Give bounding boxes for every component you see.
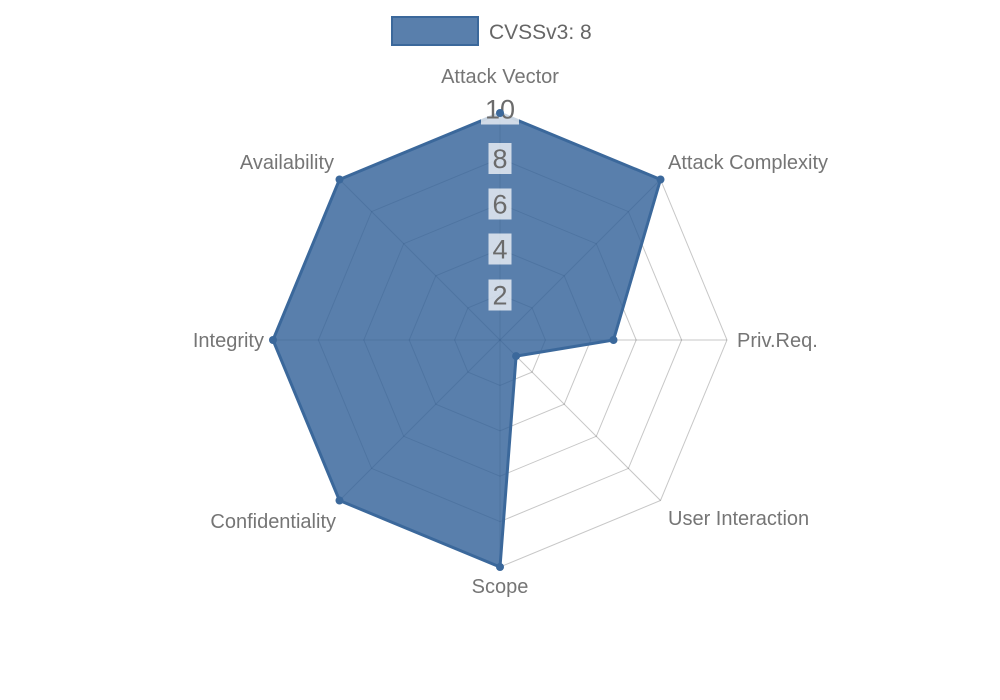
tick-label-2: 2 bbox=[492, 281, 507, 311]
axis-label-integrity: Integrity bbox=[193, 330, 264, 352]
tick-label-4: 4 bbox=[492, 235, 507, 265]
axis-labels: Attack Vector Attack Complexity Priv.Req… bbox=[193, 66, 828, 598]
tick-label-6: 6 bbox=[492, 190, 507, 220]
data-point-marker bbox=[335, 175, 344, 184]
data-point-marker bbox=[609, 336, 618, 344]
series-polygon bbox=[271, 111, 662, 569]
axis-label-scope: Scope bbox=[472, 576, 529, 598]
data-point-marker bbox=[335, 496, 344, 505]
axis-label-user-interaction: User Interaction bbox=[668, 508, 809, 530]
data-point-marker bbox=[512, 352, 521, 361]
axis-label-confidentiality: Confidentiality bbox=[210, 511, 336, 533]
legend-swatch[interactable] bbox=[391, 16, 479, 46]
axis-label-priv-req: Priv.Req. bbox=[737, 330, 818, 352]
axis-label-attack-complexity: Attack Complexity bbox=[668, 152, 828, 174]
angle-line bbox=[499, 339, 661, 501]
data-point-marker bbox=[496, 109, 504, 117]
tick-backdrop bbox=[488, 279, 512, 311]
axis-label-availability: Availability bbox=[240, 152, 334, 174]
tick-label-8: 8 bbox=[492, 144, 507, 174]
series-markers bbox=[269, 109, 665, 571]
series-polygon-layer bbox=[271, 111, 662, 569]
axis-label-attack-vector: Attack Vector bbox=[441, 66, 559, 88]
tick-backdrop bbox=[488, 143, 512, 174]
tick-backdrop bbox=[488, 188, 512, 220]
legend[interactable]: CVSSv3: 8 bbox=[391, 16, 592, 46]
tick-labels: 2 4 6 8 10 bbox=[481, 93, 519, 311]
data-point-marker bbox=[269, 336, 277, 344]
data-point-marker bbox=[496, 563, 504, 571]
tick-backdrop bbox=[488, 233, 512, 265]
legend-label[interactable]: CVSSv3: 8 bbox=[489, 21, 592, 44]
data-point-marker bbox=[656, 175, 665, 184]
